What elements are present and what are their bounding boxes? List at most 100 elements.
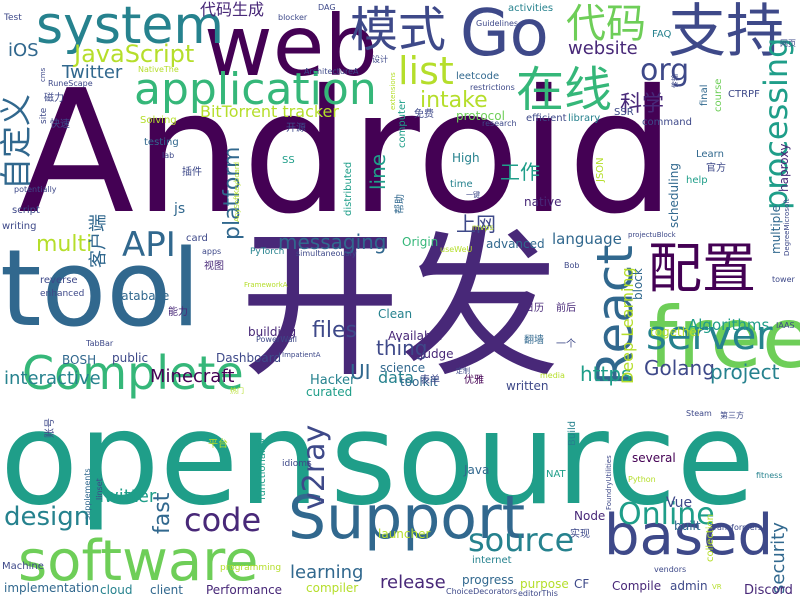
word-dingzhi: 定制 [456, 367, 470, 375]
word-qianhou: 前后 [556, 303, 576, 314]
word-software: software [18, 529, 259, 594]
word-powerwall: PowerWall [256, 335, 297, 344]
word-based: based [604, 503, 774, 568]
word-compiler: compiler [306, 581, 359, 595]
word-computer: computer [397, 99, 408, 148]
word-kaiyuan: 开源 [286, 123, 306, 134]
word-code: code [184, 501, 262, 539]
word-steam: Steam [686, 409, 712, 418]
word-vr: VR [712, 583, 722, 591]
word-card: card [186, 233, 208, 244]
word-projectublock: projectuBlock [628, 231, 676, 239]
word-distributed: distributed [343, 161, 354, 216]
word-algorithms: Algorithms [688, 316, 770, 334]
word-blocker: blocker [278, 13, 308, 22]
word-client: client [150, 583, 183, 597]
word-free: free [648, 289, 800, 387]
word-interactive: interactive [4, 368, 101, 389]
word-final: final [699, 84, 710, 106]
word-editorthis: editorThis [518, 589, 558, 598]
word-origin: Origin [402, 235, 439, 249]
word-mianfei: 免费 [414, 109, 434, 120]
word-files: files [312, 318, 357, 343]
word-design: design [4, 502, 91, 532]
word-database: Database [112, 289, 170, 303]
word-course: course [713, 78, 724, 112]
word-runescape: RuneScape [48, 79, 93, 88]
word-org: org [640, 53, 690, 88]
word-discord: Discord [744, 583, 793, 598]
word-cili: 磁力 [44, 93, 64, 104]
word-built: built [674, 519, 701, 533]
word-twitter: Twitter [62, 62, 123, 83]
word-bittorrent-tracker: BitTorrent tracker [200, 102, 339, 121]
word-help: help [686, 175, 708, 186]
word-nengli: 能力 [168, 307, 188, 318]
word-tool: tool [0, 227, 201, 350]
word-wangye: 网页 [780, 39, 796, 48]
word-language: language [552, 230, 622, 248]
word-yijian: 一键 [466, 191, 480, 199]
word-functionality: functionality [257, 437, 268, 500]
word-twitter-2: Twitter [96, 486, 157, 507]
word-cms: cms [39, 67, 47, 82]
word-launcher: launcher [378, 527, 431, 541]
word-go: Go [460, 0, 549, 71]
word-haproxy: haproxy [777, 143, 791, 192]
word-transformers: Transformers [710, 523, 763, 532]
word-degreemicrosoft: DegreeMicrosoft [783, 198, 791, 256]
word-shitu: 视图 [204, 261, 224, 272]
word-bob: Bob [564, 261, 580, 270]
word-writing: writing [2, 221, 37, 232]
word-ssr: SSR [614, 107, 634, 118]
word-vendors: vendors [654, 565, 687, 574]
word-architecturea: ArchitectureA [304, 67, 359, 76]
word-high: High [452, 151, 480, 165]
word-test: Test [4, 13, 22, 23]
word-restrictions: restrictions [470, 83, 515, 92]
word-js: js [174, 201, 186, 217]
word-guanfang: 官方 [706, 163, 726, 174]
word-kehuduan: 客户端 [88, 214, 109, 268]
word-ui: UI [350, 360, 371, 384]
word-web: web [204, 0, 378, 95]
word-android: Android [18, 54, 676, 252]
word-nat: NAT [546, 469, 566, 480]
word-extensions: extensions [389, 72, 397, 110]
word-bangzhu: 帮助 [395, 194, 406, 214]
word-json: JSON [595, 157, 606, 182]
word-fanqiang: 翻墙 [524, 335, 544, 346]
word-machine: Machine [2, 561, 44, 572]
word-available: Available [388, 329, 443, 343]
word-library: library [568, 113, 601, 124]
word-vue: Vue [666, 495, 693, 511]
word-source: source [330, 385, 756, 534]
word-dag: DAG [318, 3, 336, 12]
word-leetcode: leetcode [456, 71, 500, 82]
word-tabbar: TabBar [86, 339, 114, 348]
word-supplements: supplements [83, 468, 92, 520]
word-useweu: useWeU [440, 245, 473, 254]
word-python: Python [628, 475, 656, 484]
word-anysoftkeyboard: AnySoftKeyboard [233, 161, 241, 222]
word-written: written [506, 379, 549, 393]
word-impatienta: ImpatientA [282, 351, 321, 359]
word-internet: internet [472, 555, 512, 566]
word-https: https [580, 362, 632, 386]
word-public: public [112, 351, 149, 365]
word-project: project [710, 360, 780, 384]
word-golang: Golang [644, 356, 715, 380]
word-admin: admin [670, 579, 708, 593]
word-data: data [378, 368, 415, 387]
word-apps: apps [202, 247, 222, 256]
word-ctrpf: CTRPF [728, 89, 760, 100]
word-performance: Performance [206, 583, 283, 597]
word-complete: Complete [22, 346, 244, 400]
word-cf: CF [574, 577, 590, 591]
word-solving: Solving [140, 115, 177, 126]
word-kexue: 科学 [620, 92, 665, 117]
word-line: line [366, 153, 390, 190]
word-curated: curated [306, 385, 353, 399]
word-research: research [482, 119, 517, 128]
word-learning: learning [290, 562, 364, 583]
